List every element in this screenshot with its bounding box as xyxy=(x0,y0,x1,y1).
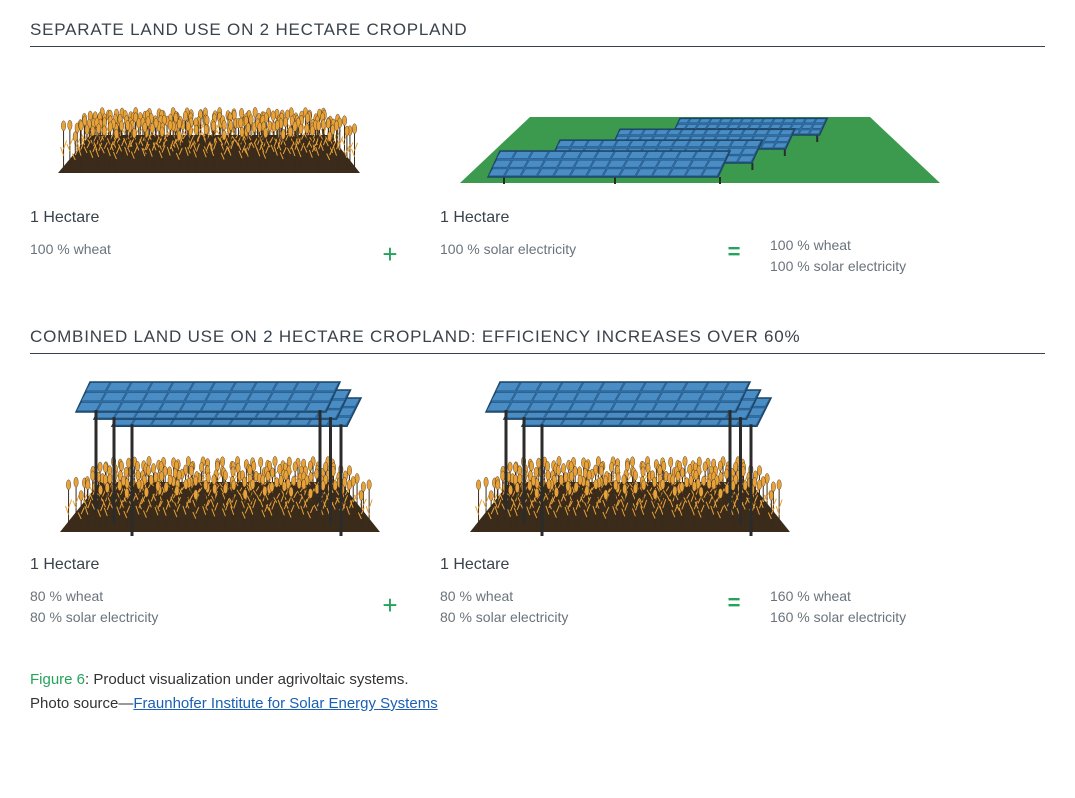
combined-left-line2: 80 % solar electricity xyxy=(30,607,340,628)
figure-caption: Figure 6: Product visualization under ag… xyxy=(30,668,1045,716)
separate-title: SEPARATE LAND USE ON 2 HECTARE CROPLAND xyxy=(30,20,1045,47)
combined-labels-row: 1 Hectare 80 % wheat 80 % solar electric… xyxy=(30,552,1045,628)
combined-illus-row xyxy=(30,362,1045,552)
combined-mid-line1: 80 % wheat xyxy=(440,586,700,607)
solar-field-illustration xyxy=(440,55,960,205)
equals-operator-2: = xyxy=(728,590,743,615)
combined-left-area: 1 Hectare xyxy=(30,556,340,574)
separate-left-line1: 100 % wheat xyxy=(30,239,340,260)
combined-right-line1: 160 % wheat xyxy=(770,586,970,607)
separate-illus-row xyxy=(30,55,1045,205)
figure-text: : Product visualization under agrivoltai… xyxy=(85,671,408,688)
separate-mid-area: 1 Hectare xyxy=(440,209,700,227)
source-prefix: Photo source— xyxy=(30,695,133,712)
combined-right-line2: 160 % solar electricity xyxy=(770,607,970,628)
wheat-field-illustration xyxy=(30,55,440,205)
section-combined: COMBINED LAND USE ON 2 HECTARE CROPLAND:… xyxy=(30,327,1045,628)
combined-left-line1: 80 % wheat xyxy=(30,586,340,607)
separate-labels-row: 1 Hectare 100 % wheat + 1 Hectare 100 % … xyxy=(30,205,1045,277)
separate-right-line2: 100 % solar electricity xyxy=(770,256,970,277)
plus-operator: + xyxy=(382,239,397,269)
equals-operator: = xyxy=(728,239,743,264)
combined-title: COMBINED LAND USE ON 2 HECTARE CROPLAND:… xyxy=(30,327,1045,354)
figure-label: Figure 6 xyxy=(30,671,85,688)
section-separate: SEPARATE LAND USE ON 2 HECTARE CROPLAND xyxy=(30,20,1045,277)
separate-right-line1: 100 % wheat xyxy=(770,235,970,256)
plus-operator-2: + xyxy=(382,590,397,620)
separate-mid-line1: 100 % solar electricity xyxy=(440,239,700,260)
source-link[interactable]: Fraunhofer Institute for Solar Energy Sy… xyxy=(133,695,437,712)
combined-mid-area: 1 Hectare xyxy=(440,556,700,574)
agrivoltaic-illustration-left xyxy=(30,362,440,552)
agrivoltaic-illustration-right xyxy=(440,362,960,552)
separate-left-area: 1 Hectare xyxy=(30,209,340,227)
combined-mid-line2: 80 % solar electricity xyxy=(440,607,700,628)
